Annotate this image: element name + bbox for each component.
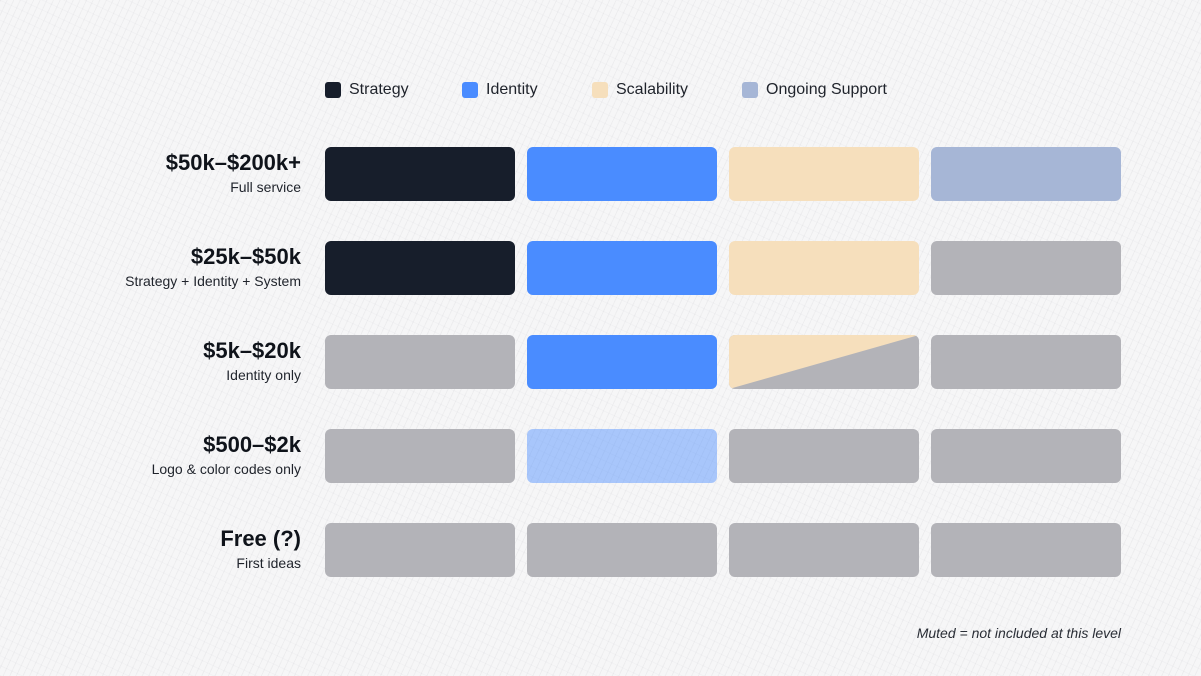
- cell-scalability-row-1: [729, 147, 919, 201]
- legend-swatch-strategy: [325, 82, 341, 98]
- row-scope-1: Full service: [230, 179, 301, 195]
- row-price-5: Free (?): [220, 526, 301, 551]
- footnote: Muted = not included at this level: [916, 625, 1121, 641]
- row-label-5: Free (?) First ideas: [220, 526, 301, 572]
- cell-scalability-row-3: [729, 335, 919, 389]
- partial-fill-scalability: [729, 335, 919, 389]
- cell-strategy-row-5: [325, 523, 515, 577]
- row-scope-4: Logo & color codes only: [151, 461, 301, 477]
- cell-scalability-row-4: [729, 429, 919, 483]
- row-price-1: $50k–$200k+: [165, 150, 301, 175]
- legend-item-scalability: Scalability: [592, 79, 688, 101]
- cell-identity-row-5: [527, 523, 717, 577]
- cell-ongoing-support-row-4: [931, 429, 1121, 483]
- row-price-4: $500–$2k: [203, 432, 301, 457]
- row-scope-2: Strategy + Identity + System: [125, 273, 301, 289]
- legend-swatch-scalability: [592, 82, 608, 98]
- cell-ongoing-support-row-1: [931, 147, 1121, 201]
- cell-scalability-row-5: [729, 523, 919, 577]
- cell-scalability-row-2: [729, 241, 919, 295]
- row-label-1: $50k–$200k+ Full service: [166, 150, 301, 196]
- legend-label-ongoing-support: Ongoing Support: [766, 81, 887, 98]
- legend-item-ongoing-support: Ongoing Support: [742, 79, 887, 101]
- legend-item-strategy: Strategy: [325, 79, 409, 101]
- cell-identity-row-4: [527, 429, 717, 483]
- cell-identity-row-3: [527, 335, 717, 389]
- row-price-2: $25k–$50k: [190, 244, 301, 269]
- cell-strategy-row-2: [325, 241, 515, 295]
- cell-ongoing-support-row-3: [931, 335, 1121, 389]
- cell-strategy-row-1: [325, 147, 515, 201]
- row-price-3: $5k–$20k: [203, 338, 301, 363]
- cell-ongoing-support-row-5: [931, 523, 1121, 577]
- legend-swatch-identity: [462, 82, 478, 98]
- cell-strategy-row-4: [325, 429, 515, 483]
- row-scope-3: Identity only: [226, 367, 301, 383]
- legend-label-identity: Identity: [486, 81, 538, 98]
- legend-swatch-ongoing-support: [742, 82, 758, 98]
- row-label-3: $5k–$20k Identity only: [203, 338, 301, 384]
- cell-ongoing-support-row-2: [931, 241, 1121, 295]
- cell-strategy-row-3: [325, 335, 515, 389]
- row-scope-5: First ideas: [236, 555, 301, 571]
- legend-label-scalability: Scalability: [616, 81, 689, 98]
- legend-item-identity: Identity: [462, 79, 538, 101]
- cell-identity-row-1: [527, 147, 717, 201]
- partial-fill-triangle: [729, 335, 919, 389]
- cell-identity-row-2: [527, 241, 717, 295]
- legend-label-strategy: Strategy: [349, 81, 409, 98]
- row-label-2: $25k–$50k Strategy + Identity + System: [125, 244, 301, 290]
- row-label-4: $500–$2k Logo & color codes only: [152, 432, 301, 478]
